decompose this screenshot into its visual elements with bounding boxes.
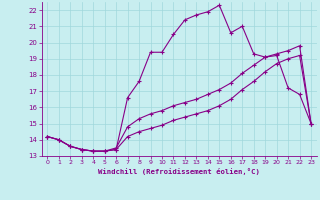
X-axis label: Windchill (Refroidissement éolien,°C): Windchill (Refroidissement éolien,°C) xyxy=(98,168,260,175)
